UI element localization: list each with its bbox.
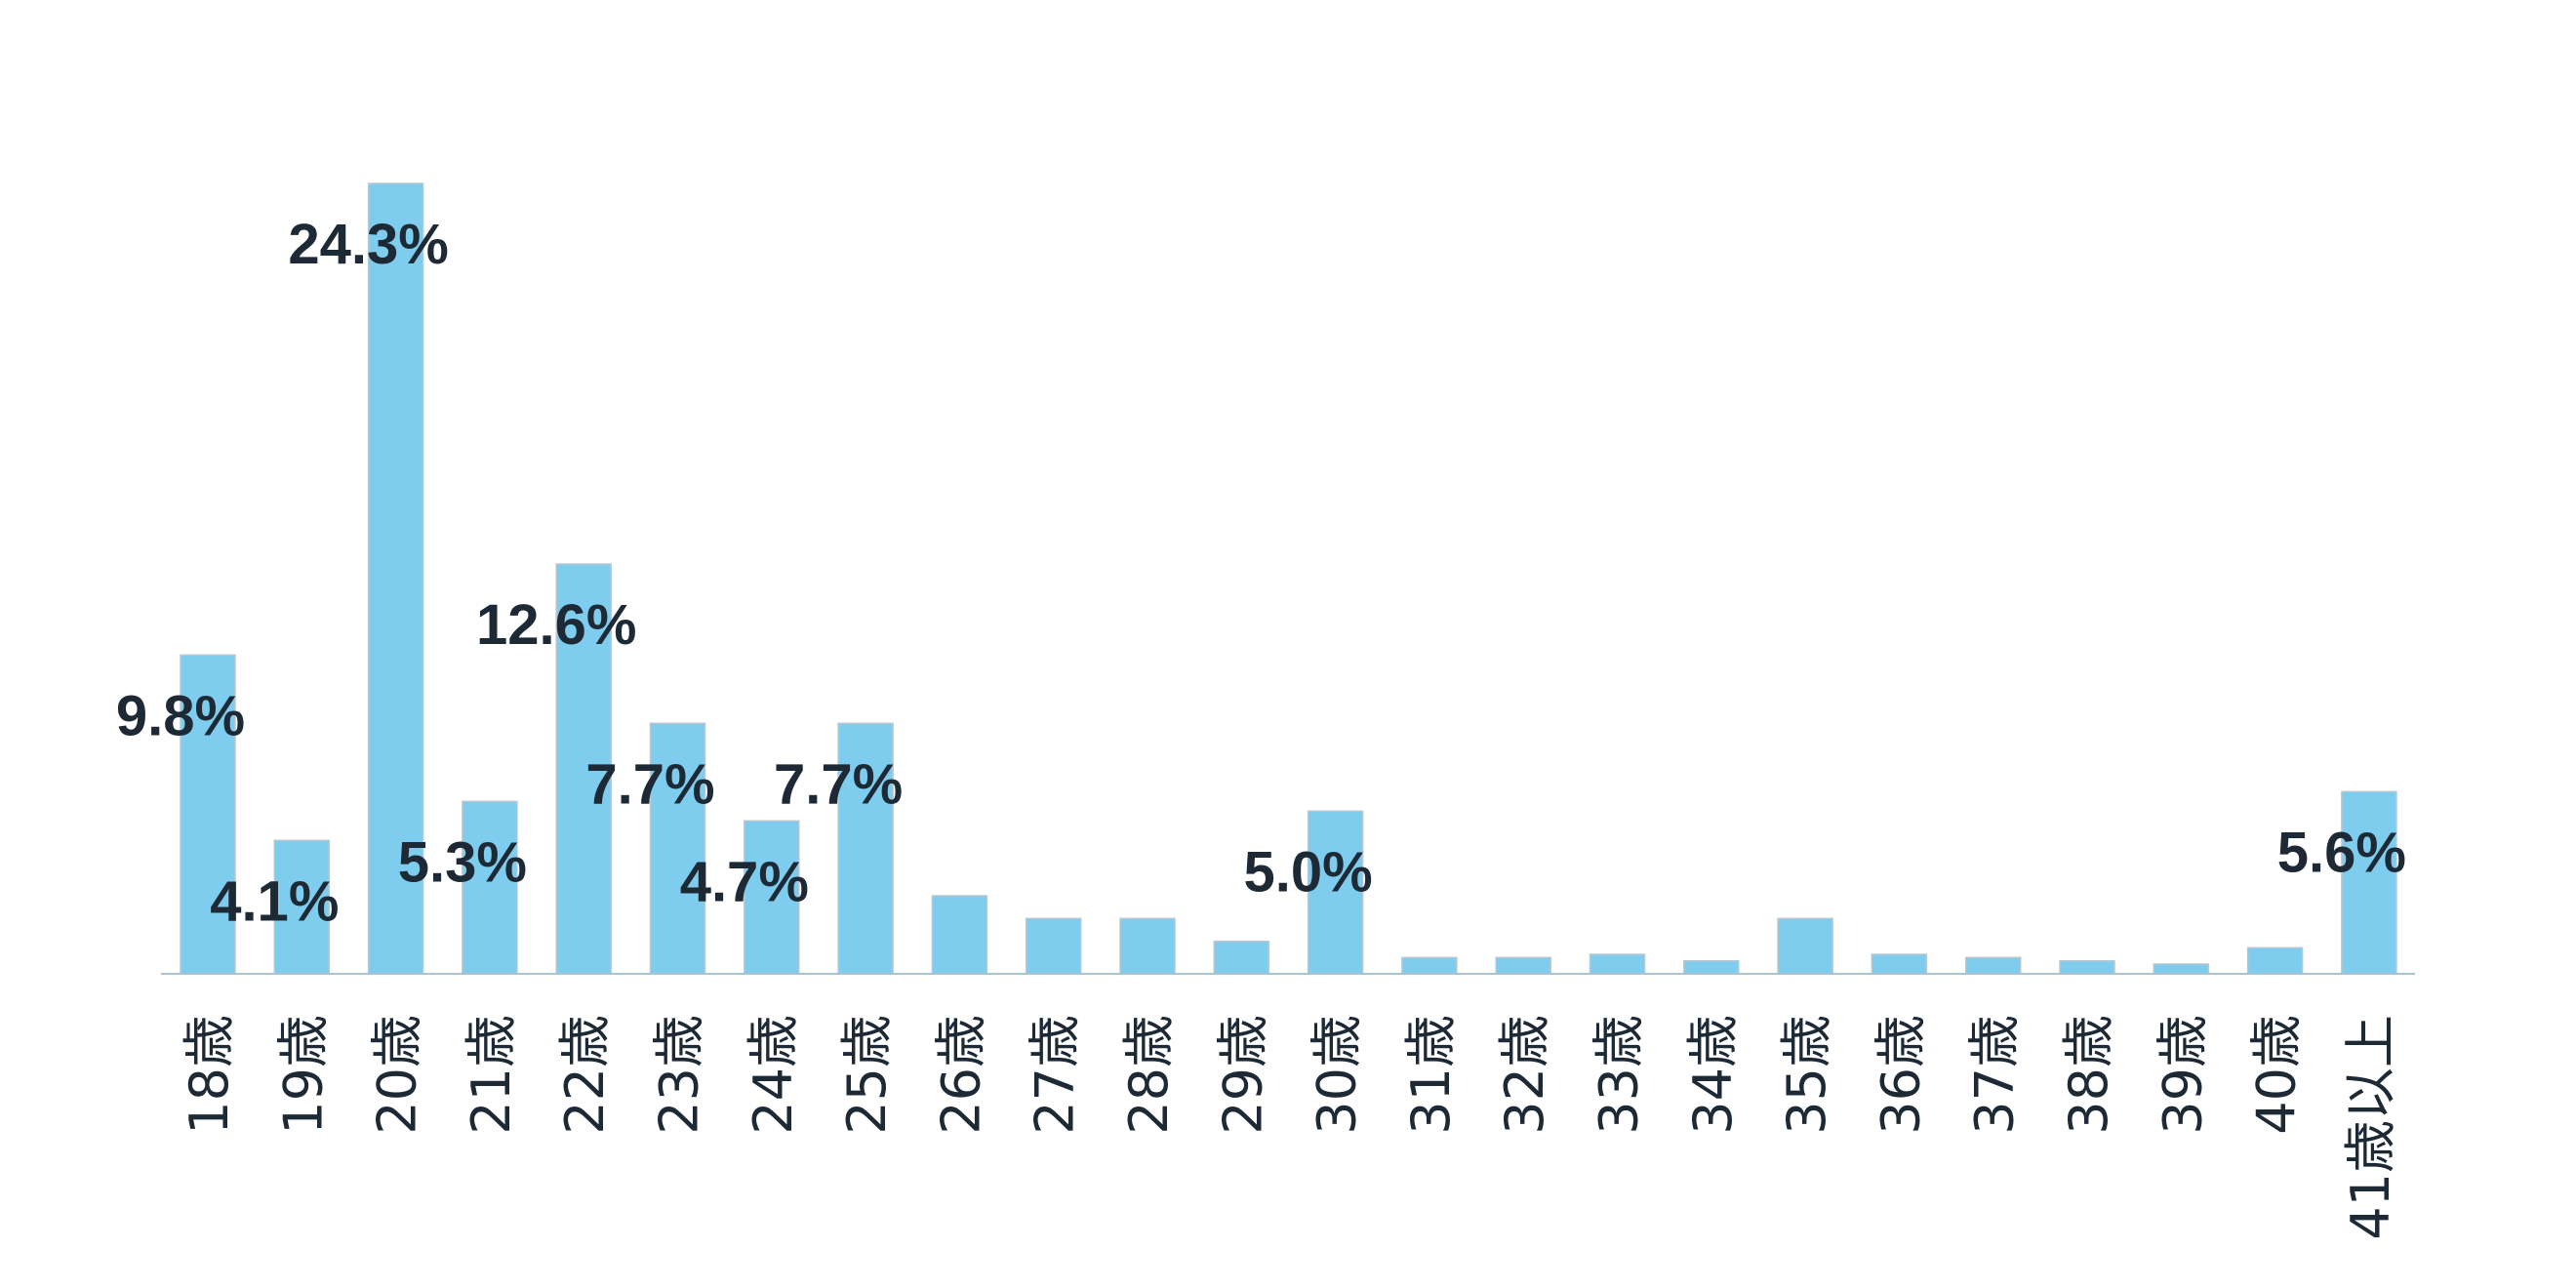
x-tick-label: 35歳 [1776,1015,1837,1135]
data-label: 24.3% [288,213,448,276]
data-label: 12.6% [476,593,636,657]
x-tick-label: 20歳 [367,1015,428,1135]
bar-25歳 [837,722,894,975]
x-tick-label: 21歳 [461,1015,522,1135]
x-tick-label: 27歳 [1025,1015,1086,1135]
x-tick-label: 29歳 [1212,1015,1273,1135]
bars-layer [180,182,2397,975]
data-label: 4.7% [680,850,809,913]
x-tick-label: 38歳 [2058,1015,2119,1135]
x-tick-label: 40歳 [2246,1015,2308,1135]
bar-38歳 [2059,959,2115,975]
x-tick-label: 37歳 [1964,1015,2026,1135]
x-tick-label: 34歳 [1682,1015,1744,1135]
bar-28歳 [1119,917,1176,975]
x-tick-labels-layer: 18歳 19歳 20歳 21歳 22歳 23歳 24歳 25歳 26歳 27歳 28歳 29歳 30歳 3… [179,1015,2401,1240]
bar-23歳 [649,722,706,975]
bar-26歳 [931,895,988,975]
x-tick-label: 32歳 [1494,1015,1555,1135]
x-tick-label: 39歳 [2152,1015,2213,1135]
x-tick-label: 41歳以上 [2340,1015,2401,1240]
x-tick-label: 23歳 [649,1015,710,1135]
data-label: 5.6% [2277,821,2406,884]
x-tick-label: 19歳 [272,1015,334,1135]
bar-36歳 [1871,953,1928,975]
bar-35歳 [1777,917,1833,975]
x-tick-label: 30歳 [1307,1015,1368,1135]
x-tick-label: 31歳 [1400,1015,1462,1135]
data-label: 5.0% [1243,840,1372,904]
data-label: 7.7% [585,752,714,816]
x-tick-label: 33歳 [1589,1015,1650,1135]
bar-18歳 [180,654,236,975]
data-label: 5.3% [398,830,527,894]
bar-32歳 [1495,956,1551,975]
bar-29歳 [1213,940,1270,975]
x-tick-label: 22歳 [554,1015,616,1135]
x-tick-label: 18歳 [179,1015,240,1135]
bar-37歳 [1964,956,2022,975]
bar-20歳 [367,182,424,975]
bar-33歳 [1589,953,1646,975]
x-tick-label: 24歳 [743,1015,804,1135]
data-label: 4.1% [210,869,339,933]
x-tick-label: 28歳 [1118,1015,1180,1135]
x-tick-label: 36歳 [1870,1015,1931,1135]
x-tick-label: 25歳 [836,1015,898,1135]
data-label: 9.8% [116,684,245,747]
bar-27歳 [1025,917,1082,975]
data-label: 7.7% [774,752,903,816]
bar-39歳 [2153,963,2210,975]
bar-21歳 [462,800,518,975]
bar-31歳 [1401,956,1458,975]
x-tick-label: 26歳 [930,1015,991,1135]
bar-40歳 [2246,946,2304,975]
bar-19歳 [273,839,331,975]
bar-34歳 [1683,959,1740,975]
data-labels-layer: 9.8% 4.1% 24.3% 5.3% 12.6% 7.7% 4.7% 7.7% 5.0% 5.… [116,213,2406,933]
